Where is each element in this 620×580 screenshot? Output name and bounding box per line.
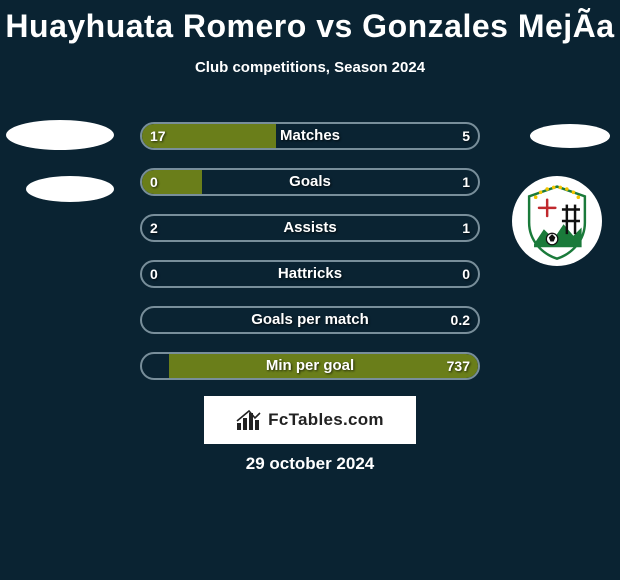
stat-value-right: 0.2 xyxy=(451,306,470,334)
stat-row: Matches175 xyxy=(0,122,620,150)
stat-row: Assists21 xyxy=(0,214,620,242)
stat-row: Hattricks00 xyxy=(0,260,620,288)
stat-row: Min per goal737 xyxy=(0,352,620,380)
stat-value-right: 737 xyxy=(447,352,470,380)
page-title: Huayhuata Romero vs Gonzales MejÃa xyxy=(0,0,620,45)
stat-value-right: 5 xyxy=(462,122,470,150)
stat-bar-track xyxy=(140,352,480,380)
stat-bar-track xyxy=(140,260,480,288)
stat-bar-track xyxy=(140,168,480,196)
stat-value-right: 0 xyxy=(462,260,470,288)
stat-value-right: 1 xyxy=(462,214,470,242)
stat-bar-track xyxy=(140,306,480,334)
stat-value-left: 0 xyxy=(150,168,158,196)
page-subtitle: Club competitions, Season 2024 xyxy=(0,59,620,76)
stat-bar-track xyxy=(140,214,480,242)
stat-bar-fill-right xyxy=(169,354,478,378)
stats-comparison-chart: Matches175Goals01Assists21Hattricks00Goa… xyxy=(0,122,620,380)
stat-row: Goals01 xyxy=(0,168,620,196)
stat-value-left: 2 xyxy=(150,214,158,242)
brand-text: FcTables.com xyxy=(268,410,384,430)
brand-box: FcTables.com xyxy=(204,396,416,444)
stat-value-right: 1 xyxy=(462,168,470,196)
footer-date: 29 october 2024 xyxy=(0,454,620,474)
stat-value-left: 17 xyxy=(150,122,166,150)
stat-bar-track xyxy=(140,122,480,150)
stat-row: Goals per match0.2 xyxy=(0,306,620,334)
stat-value-left: 0 xyxy=(150,260,158,288)
fctables-logo-icon xyxy=(236,409,262,431)
